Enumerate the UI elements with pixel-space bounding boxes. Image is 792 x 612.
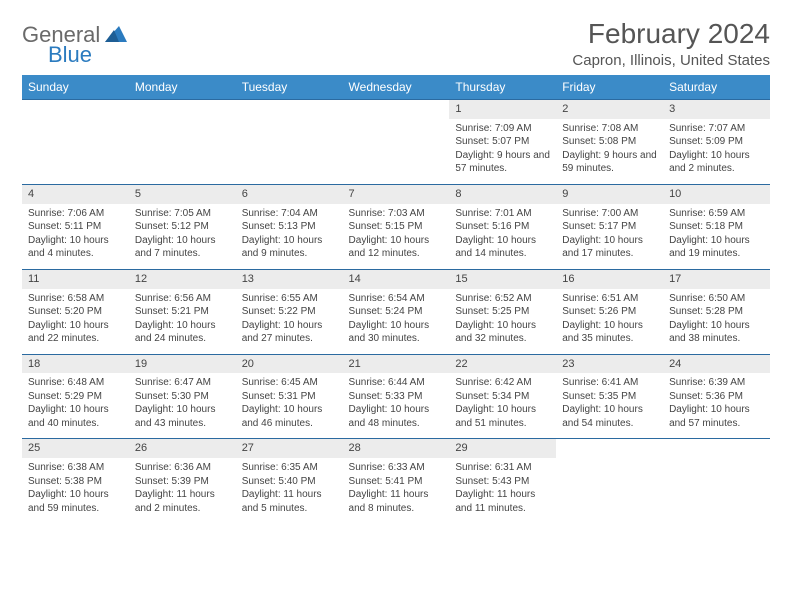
day-number: 2 [556,100,663,119]
day-number: 26 [129,439,236,458]
day-info: Sunrise: 6:50 AMSunset: 5:28 PMDaylight:… [663,289,770,355]
day-info: Sunrise: 7:00 AMSunset: 5:17 PMDaylight:… [556,204,663,270]
day-number: 11 [22,269,129,288]
empty-cell [663,439,770,458]
info-row: Sunrise: 7:09 AMSunset: 5:07 PMDaylight:… [22,119,770,185]
logo-mark-icon [105,26,127,47]
empty-cell [343,119,450,185]
day-info: Sunrise: 7:09 AMSunset: 5:07 PMDaylight:… [449,119,556,185]
day-number: 25 [22,439,129,458]
info-row: Sunrise: 6:38 AMSunset: 5:38 PMDaylight:… [22,458,770,523]
weekday-header: Thursday [449,75,556,100]
empty-cell [22,119,129,185]
empty-cell [236,100,343,119]
day-info: Sunrise: 6:31 AMSunset: 5:43 PMDaylight:… [449,458,556,523]
day-info: Sunrise: 6:52 AMSunset: 5:25 PMDaylight:… [449,289,556,355]
day-info: Sunrise: 7:04 AMSunset: 5:13 PMDaylight:… [236,204,343,270]
day-info: Sunrise: 7:05 AMSunset: 5:12 PMDaylight:… [129,204,236,270]
empty-cell [236,119,343,185]
day-number: 4 [22,184,129,203]
day-info: Sunrise: 6:39 AMSunset: 5:36 PMDaylight:… [663,373,770,439]
daynum-row: 45678910 [22,184,770,203]
day-number: 20 [236,354,343,373]
weekday-header: Monday [129,75,236,100]
info-row: Sunrise: 6:58 AMSunset: 5:20 PMDaylight:… [22,289,770,355]
day-info: Sunrise: 6:41 AMSunset: 5:35 PMDaylight:… [556,373,663,439]
title-block: February 2024 Capron, Illinois, United S… [572,18,770,69]
day-info: Sunrise: 6:56 AMSunset: 5:21 PMDaylight:… [129,289,236,355]
day-number: 12 [129,269,236,288]
day-info: Sunrise: 6:35 AMSunset: 5:40 PMDaylight:… [236,458,343,523]
day-info: Sunrise: 7:01 AMSunset: 5:16 PMDaylight:… [449,204,556,270]
daynum-row: 11121314151617 [22,269,770,288]
header: General Blue February 2024 Capron, Illin… [22,18,770,69]
day-info: Sunrise: 7:03 AMSunset: 5:15 PMDaylight:… [343,204,450,270]
empty-cell [556,458,663,523]
day-number: 17 [663,269,770,288]
day-number: 14 [343,269,450,288]
day-number: 5 [129,184,236,203]
day-number: 19 [129,354,236,373]
day-number: 22 [449,354,556,373]
empty-cell [556,439,663,458]
weekday-header: Tuesday [236,75,343,100]
day-number: 10 [663,184,770,203]
day-info: Sunrise: 6:55 AMSunset: 5:22 PMDaylight:… [236,289,343,355]
day-number: 13 [236,269,343,288]
empty-cell [129,100,236,119]
empty-cell [663,458,770,523]
day-number: 7 [343,184,450,203]
empty-cell [129,119,236,185]
day-info: Sunrise: 6:36 AMSunset: 5:39 PMDaylight:… [129,458,236,523]
location: Capron, Illinois, United States [572,52,770,69]
day-info: Sunrise: 6:54 AMSunset: 5:24 PMDaylight:… [343,289,450,355]
day-info: Sunrise: 6:38 AMSunset: 5:38 PMDaylight:… [22,458,129,523]
day-number: 29 [449,439,556,458]
day-number: 1 [449,100,556,119]
empty-cell [22,100,129,119]
info-row: Sunrise: 6:48 AMSunset: 5:29 PMDaylight:… [22,373,770,439]
calendar: Sunday Monday Tuesday Wednesday Thursday… [22,75,770,523]
day-info: Sunrise: 6:48 AMSunset: 5:29 PMDaylight:… [22,373,129,439]
day-number: 24 [663,354,770,373]
empty-cell [343,100,450,119]
day-number: 9 [556,184,663,203]
logo: General Blue [22,22,127,68]
day-info: Sunrise: 7:08 AMSunset: 5:08 PMDaylight:… [556,119,663,185]
day-number: 6 [236,184,343,203]
day-info: Sunrise: 6:47 AMSunset: 5:30 PMDaylight:… [129,373,236,439]
day-number: 28 [343,439,450,458]
day-info: Sunrise: 6:51 AMSunset: 5:26 PMDaylight:… [556,289,663,355]
day-info: Sunrise: 6:58 AMSunset: 5:20 PMDaylight:… [22,289,129,355]
weekday-header: Saturday [663,75,770,100]
day-info: Sunrise: 7:07 AMSunset: 5:09 PMDaylight:… [663,119,770,185]
day-number: 15 [449,269,556,288]
day-info: Sunrise: 6:44 AMSunset: 5:33 PMDaylight:… [343,373,450,439]
day-number: 27 [236,439,343,458]
day-number: 16 [556,269,663,288]
weekday-header: Sunday [22,75,129,100]
day-info: Sunrise: 6:42 AMSunset: 5:34 PMDaylight:… [449,373,556,439]
info-row: Sunrise: 7:06 AMSunset: 5:11 PMDaylight:… [22,204,770,270]
daynum-row: 123 [22,100,770,119]
day-info: Sunrise: 6:45 AMSunset: 5:31 PMDaylight:… [236,373,343,439]
daynum-row: 18192021222324 [22,354,770,373]
day-number: 3 [663,100,770,119]
weekday-header: Wednesday [343,75,450,100]
daynum-row: 2526272829 [22,439,770,458]
day-number: 18 [22,354,129,373]
day-number: 21 [343,354,450,373]
day-number: 8 [449,184,556,203]
day-info: Sunrise: 6:59 AMSunset: 5:18 PMDaylight:… [663,204,770,270]
month-title: February 2024 [572,18,770,50]
day-info: Sunrise: 6:33 AMSunset: 5:41 PMDaylight:… [343,458,450,523]
day-info: Sunrise: 7:06 AMSunset: 5:11 PMDaylight:… [22,204,129,270]
day-number: 23 [556,354,663,373]
weekday-header: Friday [556,75,663,100]
weekday-header-row: Sunday Monday Tuesday Wednesday Thursday… [22,75,770,100]
